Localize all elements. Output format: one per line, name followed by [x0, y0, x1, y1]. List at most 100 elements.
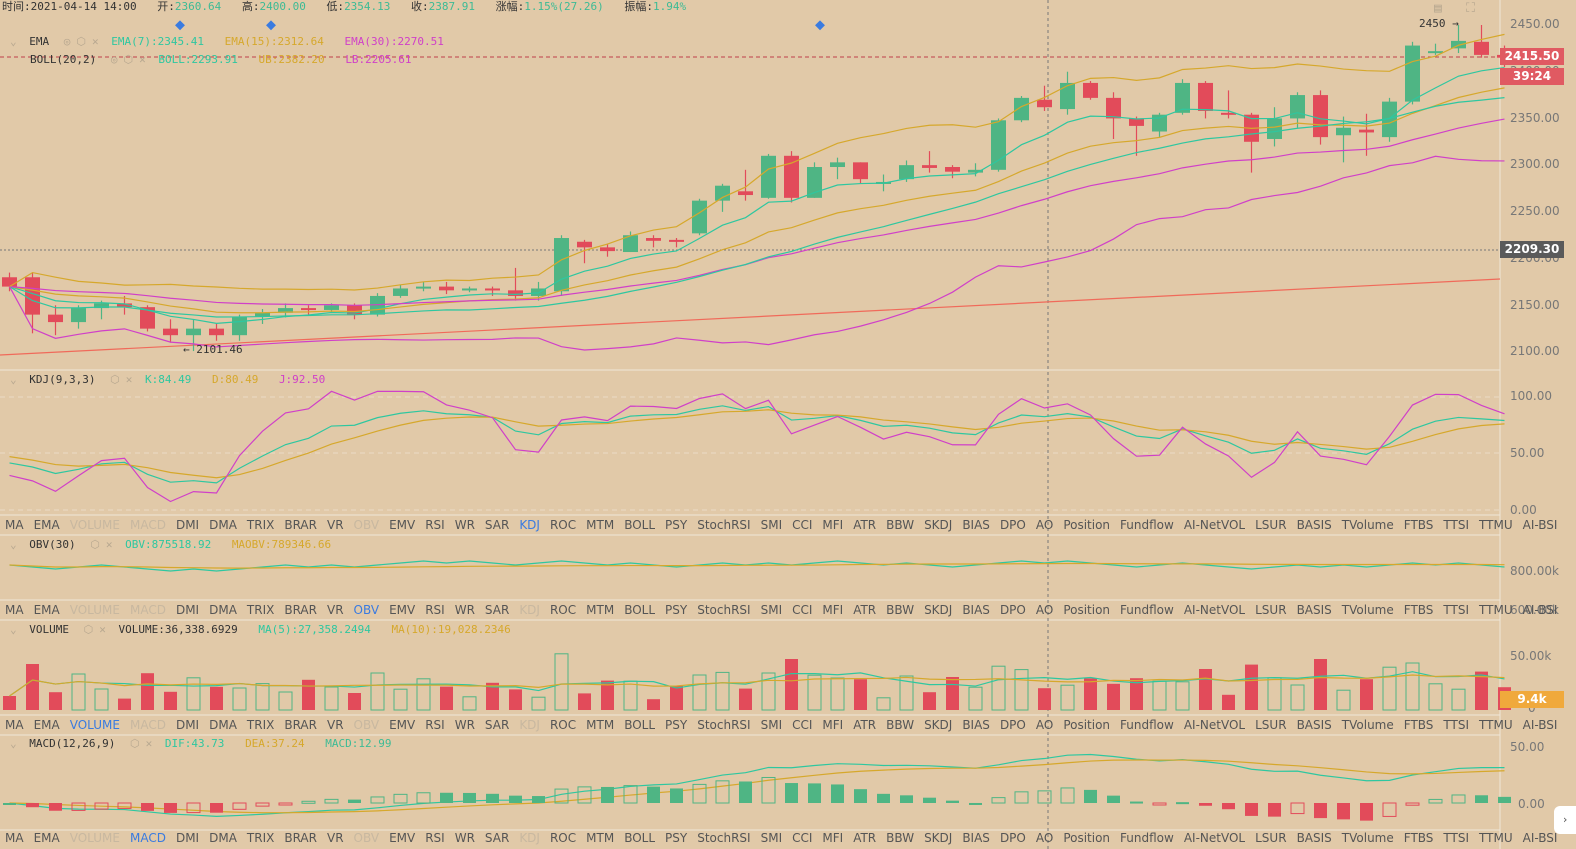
tab-rsi[interactable]: RSI — [425, 518, 445, 532]
tab-rsi[interactable]: RSI — [425, 718, 445, 732]
tab-boll[interactable]: BOLL — [624, 518, 656, 532]
collapse-chevron-icon[interactable]: ⌄ — [10, 35, 17, 48]
tab-dpo[interactable]: DPO — [999, 718, 1026, 732]
tab-smi[interactable]: SMI — [760, 603, 783, 617]
collapse-chevron-icon[interactable]: ⌄ — [10, 373, 17, 386]
tab-ao[interactable]: AO — [1035, 518, 1054, 532]
tab-rsi[interactable]: RSI — [425, 831, 445, 845]
tab-smi[interactable]: SMI — [760, 518, 783, 532]
tab-wr[interactable]: WR — [454, 518, 475, 532]
settings-icon[interactable]: ⬡ — [110, 373, 120, 386]
tab-ai-netvol[interactable]: AI-NetVOL — [1183, 718, 1246, 732]
tab-brar[interactable]: BRAR — [284, 603, 317, 617]
tab-bias[interactable]: BIAS — [962, 718, 990, 732]
tab-brar[interactable]: BRAR — [284, 518, 317, 532]
settings-icon[interactable]: ⬡ — [90, 538, 100, 551]
tab-obv[interactable]: OBV — [353, 603, 380, 617]
tab-fundflow[interactable]: Fundflow — [1120, 831, 1174, 845]
tab-bbw[interactable]: BBW — [886, 718, 915, 732]
tab-ema[interactable]: EMA — [33, 518, 60, 532]
tab-dma[interactable]: DMA — [209, 518, 237, 532]
tab-skdj[interactable]: SKDJ — [924, 831, 953, 845]
tab-smi[interactable]: SMI — [760, 831, 783, 845]
tab-dmi[interactable]: DMI — [175, 831, 200, 845]
tab-position[interactable]: Position — [1063, 518, 1111, 532]
tab-position[interactable]: Position — [1063, 603, 1111, 617]
tab-ma[interactable]: MA — [5, 831, 24, 845]
tab-vr[interactable]: VR — [326, 718, 344, 732]
tab-dma[interactable]: DMA — [209, 603, 237, 617]
tab-mfi[interactable]: MFI — [822, 831, 844, 845]
tab-ai-bsi[interactable]: AI-BSI — [1522, 718, 1558, 732]
tab-atr[interactable]: ATR — [853, 718, 877, 732]
tab-mfi[interactable]: MFI — [822, 718, 844, 732]
tab-emv[interactable]: EMV — [389, 718, 416, 732]
tab-ao[interactable]: AO — [1035, 718, 1054, 732]
tab-macd[interactable]: MACD — [129, 518, 166, 532]
tab-stochrsi[interactable]: StochRSI — [697, 603, 751, 617]
tab-brar[interactable]: BRAR — [284, 718, 317, 732]
expand-panel-button[interactable]: › — [1554, 806, 1576, 834]
settings-icon[interactable]: ⬡ — [129, 737, 140, 750]
tab-ttsi[interactable]: TTSI — [1443, 831, 1470, 845]
tab-lsur[interactable]: LSUR — [1255, 518, 1287, 532]
tab-bias[interactable]: BIAS — [962, 831, 990, 845]
tab-mtm[interactable]: MTM — [586, 831, 615, 845]
tab-rsi[interactable]: RSI — [425, 603, 445, 617]
tab-wr[interactable]: WR — [454, 603, 475, 617]
tab-dpo[interactable]: DPO — [999, 831, 1026, 845]
tab-ttsi[interactable]: TTSI — [1443, 718, 1470, 732]
tab-macd[interactable]: MACD — [129, 603, 166, 617]
tab-ema[interactable]: EMA — [33, 831, 60, 845]
tab-ttmu[interactable]: TTMU — [1479, 603, 1513, 617]
fullscreen-icon[interactable]: ⛶ — [1466, 1, 1476, 16]
tab-vr[interactable]: VR — [326, 518, 344, 532]
collapse-chevron-icon[interactable]: ⌄ — [10, 737, 17, 750]
tab-bbw[interactable]: BBW — [886, 603, 915, 617]
tab-bbw[interactable]: BBW — [886, 518, 915, 532]
tab-fundflow[interactable]: Fundflow — [1120, 518, 1174, 532]
tab-cci[interactable]: CCI — [792, 718, 813, 732]
tab-sar[interactable]: SAR — [484, 518, 510, 532]
tab-ma[interactable]: MA — [5, 518, 24, 532]
tab-emv[interactable]: EMV — [389, 518, 416, 532]
tab-trix[interactable]: TRIX — [246, 831, 275, 845]
tab-mtm[interactable]: MTM — [586, 718, 615, 732]
tab-bias[interactable]: BIAS — [962, 518, 990, 532]
tab-sar[interactable]: SAR — [484, 603, 510, 617]
close-icon[interactable]: ✕ — [145, 737, 153, 750]
tab-dma[interactable]: DMA — [209, 831, 237, 845]
tab-ftbs[interactable]: FTBS — [1403, 518, 1434, 532]
tab-ai-netvol[interactable]: AI-NetVOL — [1183, 518, 1246, 532]
tab-tvolume[interactable]: TVolume — [1341, 603, 1394, 617]
tab-ftbs[interactable]: FTBS — [1403, 831, 1434, 845]
tab-psy[interactable]: PSY — [665, 718, 688, 732]
tab-bbw[interactable]: BBW — [886, 831, 915, 845]
tab-ema[interactable]: EMA — [33, 603, 60, 617]
tab-vr[interactable]: VR — [326, 831, 344, 845]
tab-trix[interactable]: TRIX — [246, 518, 275, 532]
tab-dmi[interactable]: DMI — [175, 718, 200, 732]
tab-brar[interactable]: BRAR — [284, 831, 317, 845]
tab-ttmu[interactable]: TTMU — [1479, 518, 1513, 532]
tab-ma[interactable]: MA — [5, 718, 24, 732]
tab-roc[interactable]: ROC — [549, 831, 577, 845]
tab-ao[interactable]: AO — [1035, 603, 1054, 617]
tab-volume[interactable]: VOLUME — [69, 718, 120, 732]
tab-obv[interactable]: OBV — [353, 718, 380, 732]
tab-boll[interactable]: BOLL — [624, 831, 656, 845]
tab-cci[interactable]: CCI — [792, 603, 813, 617]
tab-lsur[interactable]: LSUR — [1255, 831, 1287, 845]
tab-ai-bsi[interactable]: AI-BSI — [1522, 518, 1558, 532]
close-icon[interactable]: ✕ — [105, 538, 113, 551]
tab-cci[interactable]: CCI — [792, 831, 813, 845]
tab-dpo[interactable]: DPO — [999, 603, 1026, 617]
tab-dpo[interactable]: DPO — [999, 518, 1026, 532]
settings-icon[interactable]: ⬡ — [123, 53, 134, 66]
tab-ftbs[interactable]: FTBS — [1403, 603, 1434, 617]
tab-ai-bsi[interactable]: AI-BSI — [1522, 831, 1558, 845]
tab-obv[interactable]: OBV — [353, 518, 380, 532]
tab-trix[interactable]: TRIX — [246, 718, 275, 732]
tab-ftbs[interactable]: FTBS — [1403, 718, 1434, 732]
